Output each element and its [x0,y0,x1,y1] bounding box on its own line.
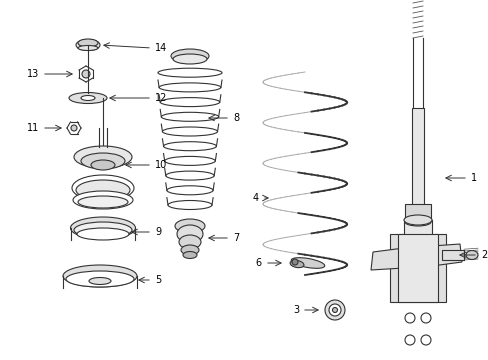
Ellipse shape [72,175,134,201]
Ellipse shape [74,222,132,238]
Ellipse shape [175,219,204,233]
Circle shape [328,304,340,316]
Ellipse shape [77,228,129,240]
Bar [411,108,423,205]
Text: 12: 12 [155,93,167,103]
Ellipse shape [163,142,216,151]
Ellipse shape [177,225,203,243]
Ellipse shape [403,215,431,225]
Ellipse shape [164,156,215,165]
Circle shape [420,335,430,345]
Circle shape [404,313,414,323]
Ellipse shape [160,98,219,107]
Ellipse shape [291,258,324,268]
Ellipse shape [181,245,199,255]
Ellipse shape [161,112,218,121]
Ellipse shape [165,171,214,180]
Text: 10: 10 [155,160,167,170]
Polygon shape [370,248,403,270]
Ellipse shape [66,271,134,287]
Text: 9: 9 [155,227,161,237]
Bar [397,234,437,302]
Text: 1: 1 [470,173,476,183]
Ellipse shape [179,235,201,249]
Text: 2: 2 [480,250,486,260]
Circle shape [325,300,345,320]
Ellipse shape [289,260,304,267]
Ellipse shape [81,95,95,100]
Text: 5: 5 [155,275,161,285]
Ellipse shape [183,252,197,258]
Ellipse shape [166,186,213,195]
Ellipse shape [404,218,430,226]
Text: 14: 14 [155,43,167,53]
Circle shape [291,259,297,265]
Ellipse shape [159,83,221,92]
Text: 3: 3 [292,305,298,315]
Ellipse shape [91,160,115,170]
Ellipse shape [76,40,100,50]
Bar [389,234,445,302]
Ellipse shape [73,191,133,209]
Ellipse shape [76,180,130,200]
Ellipse shape [78,39,98,47]
Circle shape [71,125,77,131]
Ellipse shape [162,127,217,136]
Ellipse shape [70,217,135,239]
Ellipse shape [465,251,477,260]
Text: 13: 13 [27,69,39,79]
Circle shape [420,313,430,323]
Ellipse shape [171,49,208,63]
Ellipse shape [69,93,107,104]
Ellipse shape [78,196,128,208]
Ellipse shape [81,153,125,169]
Text: 11: 11 [27,123,39,133]
Text: 7: 7 [232,233,239,243]
Ellipse shape [74,146,132,168]
Ellipse shape [168,201,212,210]
Ellipse shape [158,68,222,77]
Ellipse shape [63,265,137,287]
Text: 6: 6 [255,258,262,268]
Text: 8: 8 [232,113,239,123]
Circle shape [332,307,337,312]
Text: 4: 4 [252,193,259,203]
Ellipse shape [89,278,111,284]
Ellipse shape [173,54,206,64]
Bar [441,250,463,260]
Bar [404,204,430,222]
Bar [403,220,431,285]
Polygon shape [431,244,461,266]
Circle shape [404,335,414,345]
Ellipse shape [78,45,98,50]
Circle shape [82,70,90,78]
